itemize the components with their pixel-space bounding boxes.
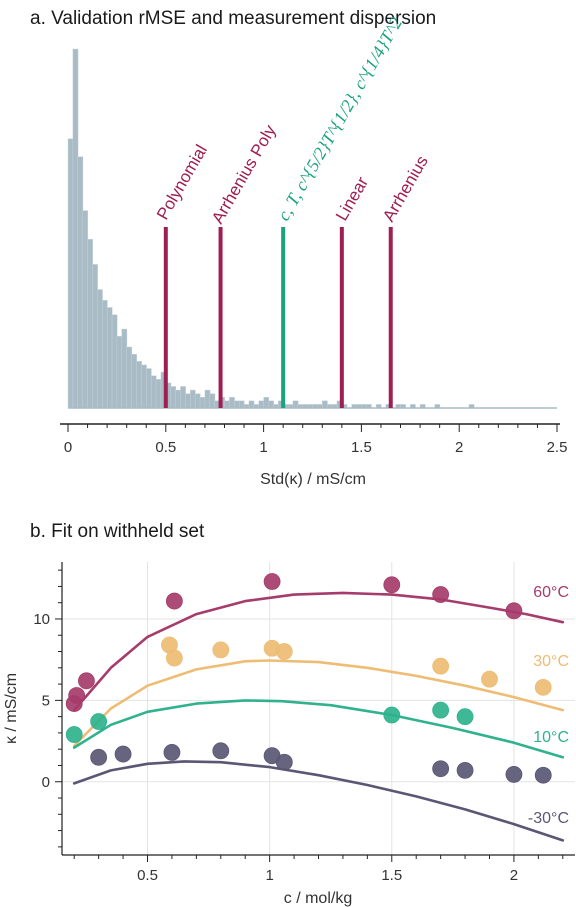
data-point <box>432 760 450 778</box>
data-point <box>383 706 401 724</box>
y-axis-label: κ / mS/cm <box>3 673 20 744</box>
data-point <box>275 753 293 771</box>
fit-line <box>72 760 565 842</box>
data-point <box>68 687 86 704</box>
data-point <box>165 592 183 610</box>
y-axis-label-group: κ / mS/cm <box>3 673 20 744</box>
data-point <box>383 576 401 594</box>
data-point <box>90 713 108 730</box>
fit-line <box>72 699 565 759</box>
x-tick-label: 0.5 <box>137 867 158 884</box>
y-tick-label: 0 <box>42 774 50 791</box>
x-tick-label: 1.5 <box>381 867 402 884</box>
data-point <box>432 586 450 603</box>
x-tick-label: 0 <box>64 439 72 456</box>
x-axis-label: c / mol/kg <box>284 890 352 907</box>
data-point <box>163 744 181 761</box>
x-tick-label: 2 <box>455 439 463 456</box>
data-point <box>263 573 281 590</box>
x-axis-label: Std(κ) / mS/cm <box>260 471 366 488</box>
x-tick-label: 1 <box>265 867 273 884</box>
series-label: 10°C <box>533 729 569 746</box>
fit-line <box>72 591 565 712</box>
data-point <box>505 602 523 620</box>
data-point <box>65 726 83 743</box>
y-tick-label: 5 <box>42 692 50 709</box>
series-label: -30°C <box>528 810 569 827</box>
x-tick-label: 0.5 <box>155 439 176 456</box>
data-point <box>534 766 552 784</box>
fit-line <box>72 659 565 748</box>
data-point <box>534 678 552 696</box>
chart-a-title: a. Validation rMSE and measurement dispe… <box>30 8 437 29</box>
data-point <box>505 766 523 783</box>
chart-b-title: b. Fit on withheld set <box>30 521 205 542</box>
data-point <box>212 641 230 659</box>
x-tick-label: 2 <box>510 867 518 884</box>
data-point <box>456 708 474 726</box>
data-point <box>432 657 450 675</box>
x-tick-label: 2.5 <box>547 439 568 456</box>
x-tick-label: 1.5 <box>351 439 372 456</box>
series-label: 30°C <box>533 653 569 670</box>
y-tick-label: 10 <box>33 611 50 628</box>
data-point <box>78 672 95 690</box>
data-point <box>165 649 183 667</box>
data-point <box>90 748 108 766</box>
data-point <box>456 761 474 779</box>
data-point <box>432 701 450 719</box>
data-point <box>275 643 293 660</box>
data-point <box>481 670 498 688</box>
series-label: 60°C <box>533 584 569 601</box>
data-point <box>212 742 230 760</box>
x-tick-label: 1 <box>259 439 267 456</box>
data-point <box>114 745 132 763</box>
